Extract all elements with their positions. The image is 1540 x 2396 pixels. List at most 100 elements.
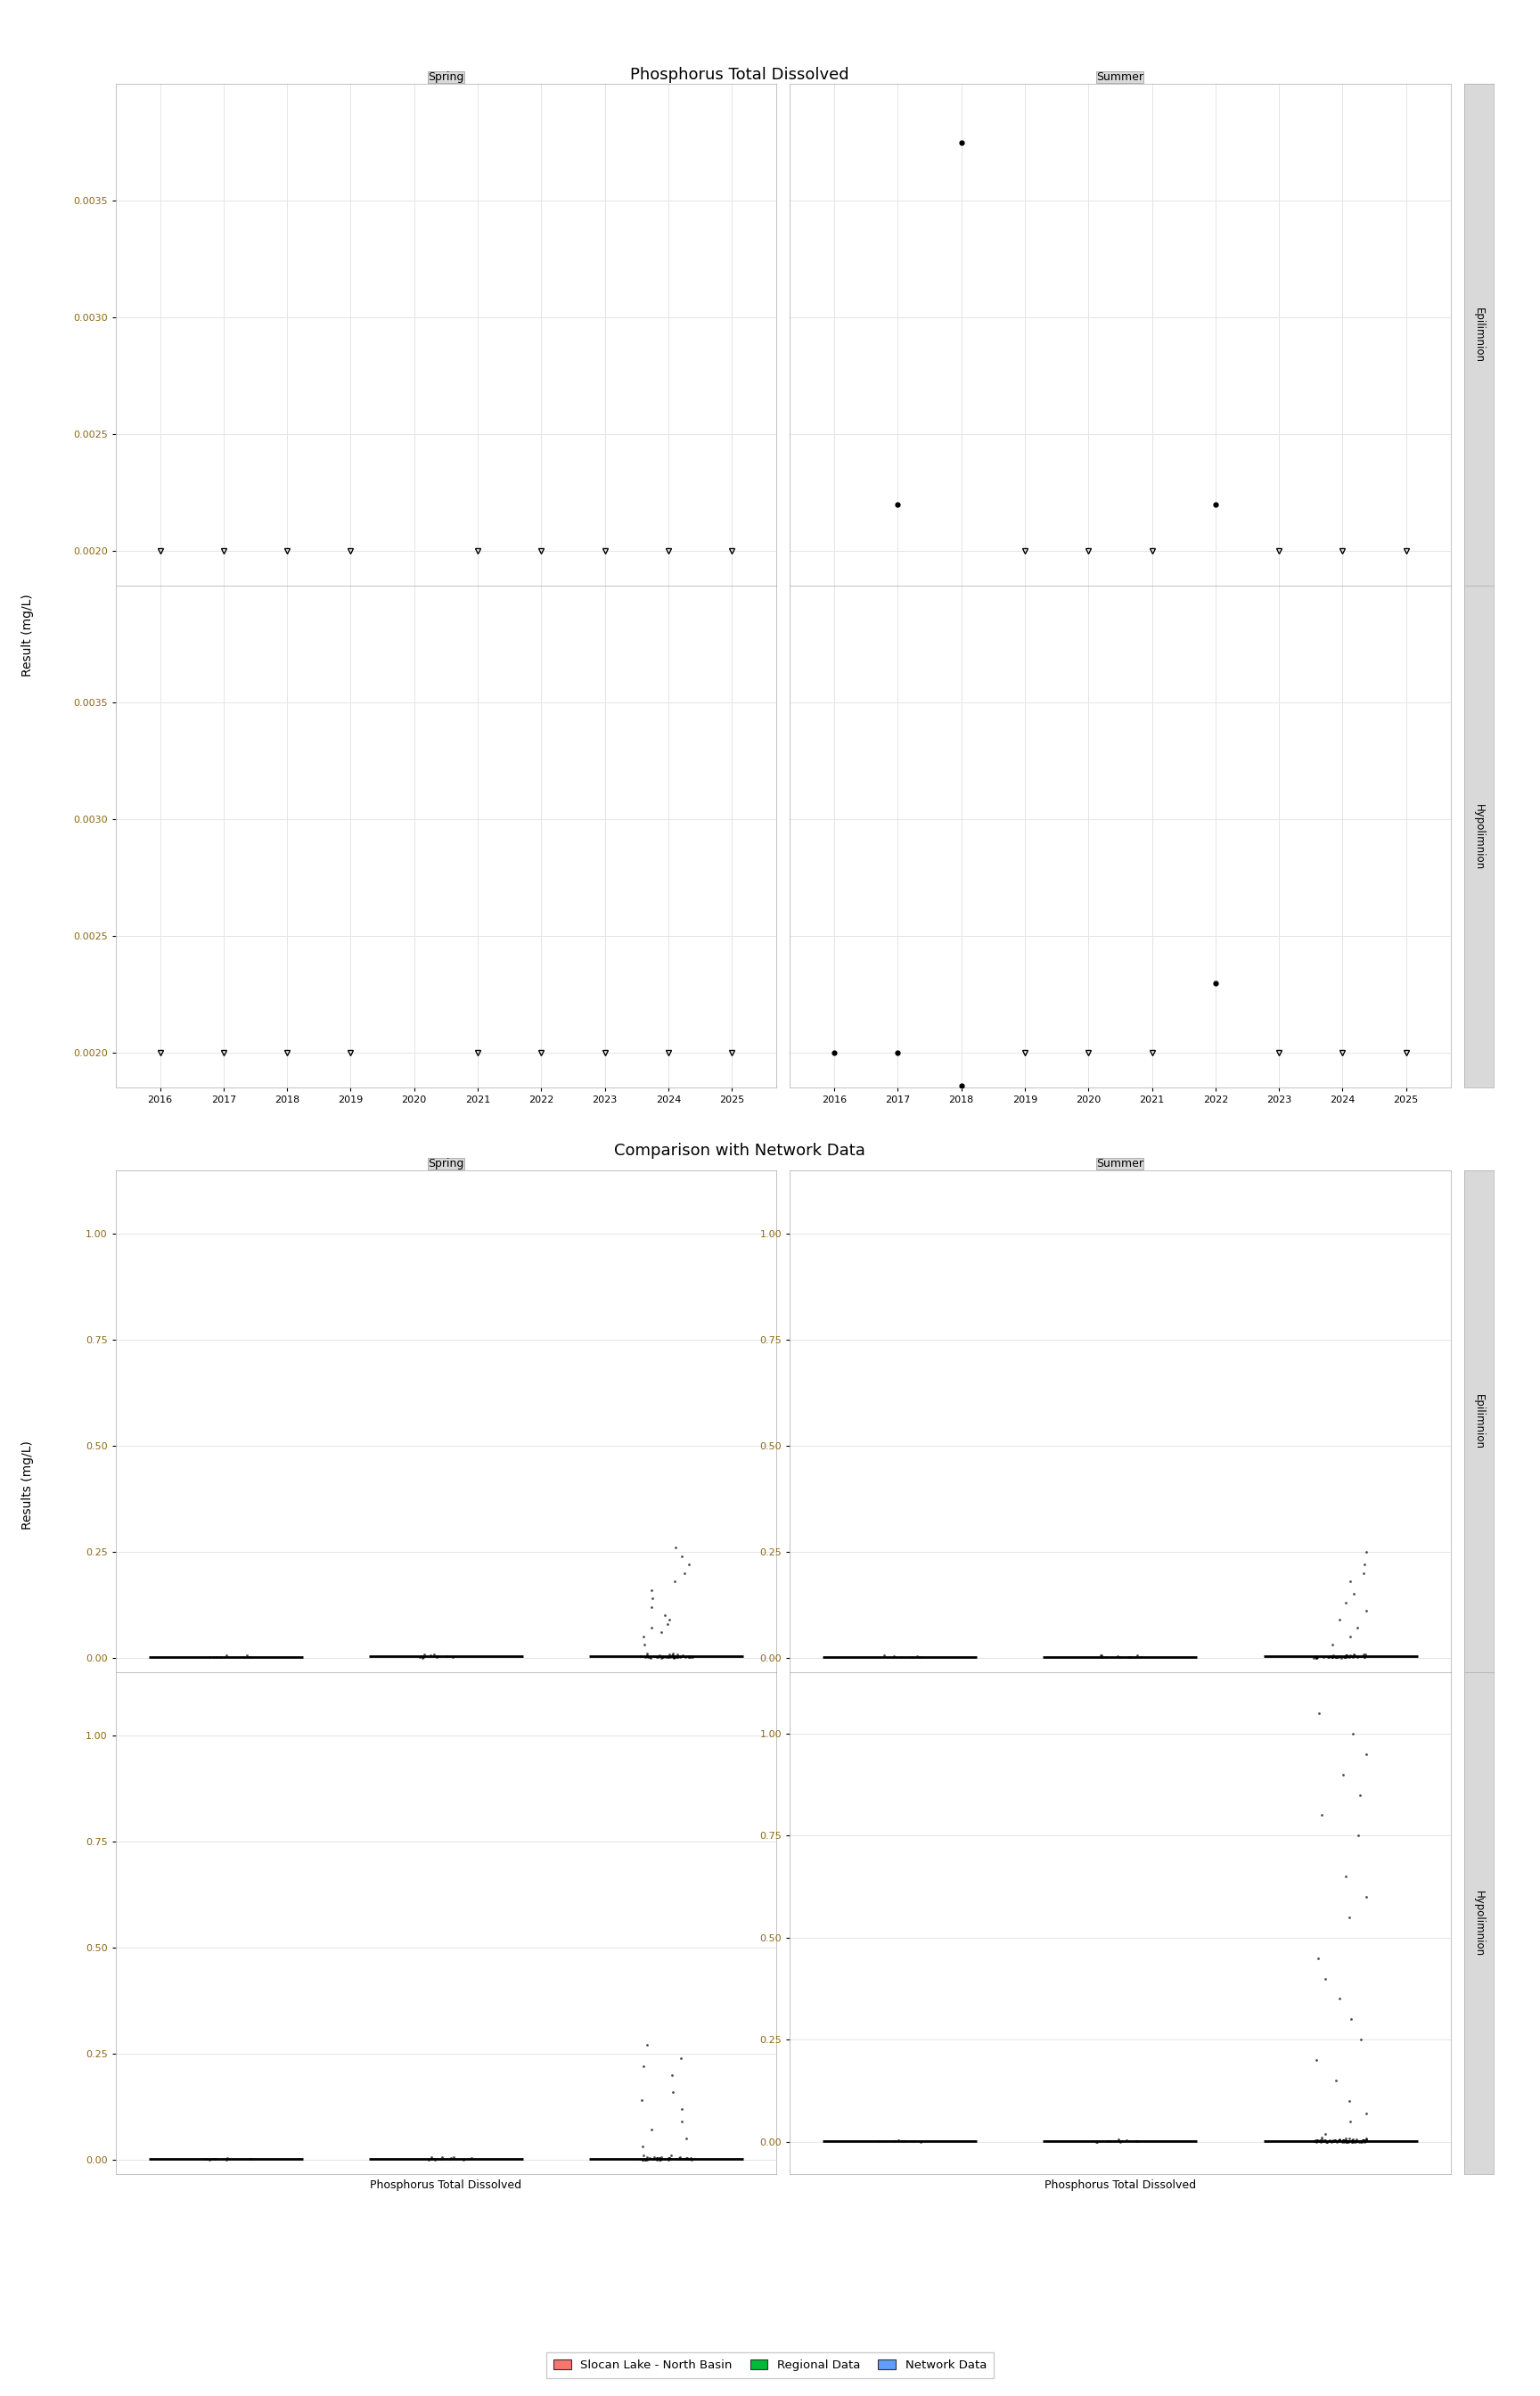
- Point: [1352, 1545, 1377, 1584]
- Text: Hypolimnion: Hypolimnion: [1474, 1890, 1485, 1958]
- Point: [1341, 2120, 1366, 2159]
- Point: [1344, 2120, 1369, 2159]
- Point: [650, 1636, 675, 1675]
- Point: [1306, 2120, 1331, 2159]
- Point: [1331, 2120, 1355, 2159]
- Point: [1354, 2123, 1378, 2161]
- Point: [1315, 2123, 1340, 2161]
- Point: [1340, 2123, 1364, 2161]
- Point: [1311, 2123, 1335, 2161]
- Point: [1354, 1533, 1378, 1572]
- Point: [1335, 2123, 1360, 2161]
- Point: [199, 2140, 223, 2178]
- Point: [673, 2140, 698, 2178]
- Point: [1338, 1636, 1363, 1675]
- Point: [1341, 1636, 1366, 1675]
- Point: [1344, 2123, 1369, 2161]
- Point: [1326, 2120, 1351, 2159]
- Point: [1321, 2123, 1346, 2161]
- Point: [408, 1636, 433, 1675]
- Point: [668, 2137, 693, 2176]
- Point: [1304, 1639, 1329, 1677]
- Point: [658, 1601, 682, 1639]
- Point: [1109, 2123, 1133, 2161]
- Point: [634, 2140, 659, 2178]
- Point: [1312, 2120, 1337, 2159]
- Point: [1323, 2120, 1348, 2159]
- Point: [664, 2140, 688, 2178]
- Point: [1326, 1636, 1351, 1675]
- Point: [413, 1636, 437, 1675]
- Point: [636, 1636, 661, 1675]
- Point: [1334, 2118, 1358, 2156]
- Point: [1323, 2061, 1348, 2099]
- Point: [197, 1639, 222, 1677]
- Point: [909, 2123, 933, 2161]
- Point: [667, 2140, 691, 2178]
- Point: [1324, 1636, 1349, 1675]
- Point: [882, 2123, 907, 2161]
- Point: [634, 2137, 659, 2176]
- Point: [1326, 1636, 1351, 1675]
- Point: [679, 2140, 704, 2178]
- Point: [1324, 1639, 1349, 1677]
- Point: [631, 2128, 656, 2166]
- Point: [1129, 1636, 1153, 1675]
- Point: [1335, 1639, 1360, 1677]
- Point: [670, 1536, 695, 1574]
- Point: [1352, 2123, 1377, 2161]
- Point: [661, 1636, 685, 1675]
- Point: [1314, 2123, 1338, 2161]
- Point: [638, 1639, 662, 1677]
- Point: [1340, 2120, 1364, 2159]
- Point: [214, 1636, 239, 1675]
- Text: Epilimnion: Epilimnion: [1474, 307, 1485, 362]
- Point: [634, 1636, 659, 1675]
- Point: [1341, 2123, 1366, 2161]
- Point: [1344, 2123, 1369, 2161]
- Point: [661, 1639, 685, 1677]
- Point: [1338, 1617, 1363, 1656]
- Point: [1343, 2123, 1368, 2161]
- Point: [1306, 2123, 1331, 2161]
- Point: [1318, 1636, 1343, 1675]
- Point: [1307, 2120, 1332, 2159]
- Text: Epilimnion: Epilimnion: [1474, 1394, 1485, 1450]
- Point: [239, 2140, 263, 2178]
- Point: [1320, 1627, 1344, 1665]
- Point: [628, 2082, 653, 2120]
- Point: [628, 1636, 653, 1675]
- Point: [1329, 2123, 1354, 2161]
- Point: [1334, 1636, 1358, 1675]
- Point: [659, 2140, 684, 2178]
- Point: [1341, 2123, 1366, 2161]
- Point: [1304, 2041, 1329, 2080]
- Point: [650, 1639, 675, 1677]
- X-axis label: Phosphorus Total Dissolved: Phosphorus Total Dissolved: [370, 2180, 522, 2190]
- Point: [661, 1639, 685, 1677]
- Point: [1352, 2123, 1377, 2161]
- Point: [1327, 1636, 1352, 1675]
- Point: [1303, 2123, 1327, 2161]
- Point: [647, 1636, 671, 1675]
- Point: [633, 2140, 658, 2178]
- Text: Hypolimnion: Hypolimnion: [1474, 803, 1485, 870]
- Point: [411, 1639, 436, 1677]
- Point: [1351, 2120, 1375, 2159]
- Point: [1352, 2123, 1377, 2161]
- Point: [1320, 2123, 1344, 2161]
- Point: [424, 2140, 448, 2178]
- Point: [1312, 2120, 1337, 2159]
- Point: [422, 1636, 447, 1675]
- Point: [1340, 2001, 1364, 2039]
- Point: [1351, 2120, 1375, 2159]
- Title: Spring: Spring: [428, 1157, 464, 1169]
- Point: [645, 1636, 670, 1675]
- Point: [1338, 1562, 1363, 1601]
- Point: [634, 2027, 659, 2065]
- Point: [1332, 2123, 1357, 2161]
- Point: [630, 2140, 654, 2178]
- Point: [411, 1639, 436, 1677]
- Point: [428, 2140, 453, 2178]
- Point: [425, 1636, 450, 1675]
